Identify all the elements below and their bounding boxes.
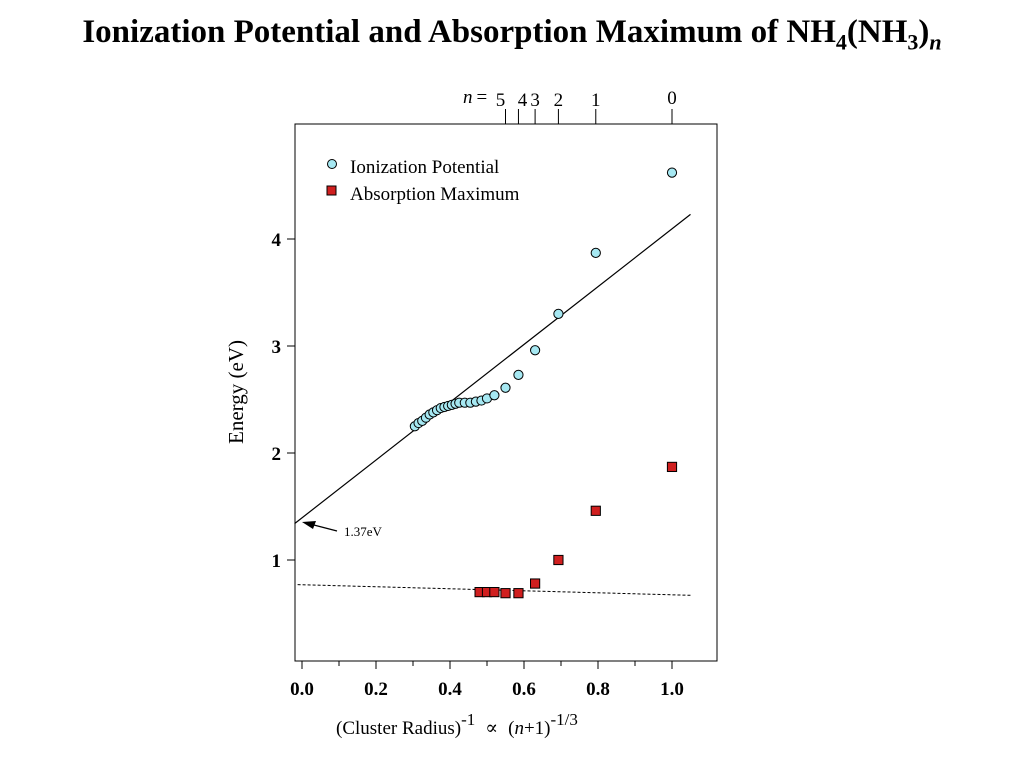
top-tick-label-n-5: 5 bbox=[496, 90, 506, 111]
annotation-arrowhead bbox=[302, 521, 316, 529]
top-tick-label-n-1: 1 bbox=[591, 90, 601, 111]
y-tick-label: 2 bbox=[272, 444, 282, 465]
top-tick-label-n-3: 3 bbox=[530, 90, 540, 111]
y-tick-label: 3 bbox=[272, 337, 282, 358]
fit-line bbox=[294, 213, 691, 525]
absorption-point bbox=[553, 554, 564, 566]
title-mid: (NH bbox=[846, 14, 908, 50]
y-tick-label: 1 bbox=[272, 551, 282, 572]
y-tick-label: 4 bbox=[272, 230, 282, 251]
x-axis-label-main: (Cluster Radius) bbox=[336, 718, 461, 739]
chart-title: Ionization Potential and Absorption Maxi… bbox=[0, 14, 1024, 56]
top-tick-label-n-2: 2 bbox=[554, 90, 564, 111]
title-sub-4: 4 bbox=[835, 29, 847, 55]
x-tick-label: 1.0 bbox=[660, 679, 684, 700]
ionization-point bbox=[590, 247, 601, 259]
x-axis-label: (Cluster Radius)-1 ∝ (n+1)-1/3 bbox=[336, 710, 578, 739]
annotation: 1.37eV bbox=[302, 521, 383, 539]
title-main: Ionization Potential and Absorption Maxi… bbox=[82, 14, 836, 50]
title-close: ) bbox=[918, 14, 930, 50]
title-sub-n: n bbox=[929, 29, 942, 55]
annotation-arrow-line bbox=[309, 523, 338, 532]
ionization-point bbox=[513, 369, 524, 380]
absorption-point bbox=[530, 578, 541, 589]
legend-marker-absorption bbox=[326, 185, 337, 196]
x-tick-label: 0.0 bbox=[290, 679, 314, 700]
legend: Ionization Potential Absorption Maximum bbox=[326, 157, 520, 205]
ionization-point bbox=[553, 308, 564, 319]
ionization-point bbox=[489, 390, 500, 401]
legend-marker-ionization bbox=[327, 159, 337, 169]
x-tick-label: 0.4 bbox=[438, 679, 462, 700]
y-axis-label: Energy (eV) bbox=[224, 340, 248, 444]
x-tick-label: 0.6 bbox=[512, 679, 536, 700]
top-tick-label-n-0: 0 bbox=[667, 88, 677, 109]
x-tick-label: 0.8 bbox=[586, 679, 610, 700]
x-axis-label-exp: -1 bbox=[461, 710, 475, 729]
absorption-point bbox=[500, 588, 511, 599]
annotation-label: 1.37eV bbox=[344, 524, 383, 539]
x-axis-label-exp2: -1/3 bbox=[550, 710, 577, 729]
x-axis-label-n: n bbox=[514, 718, 524, 739]
absorption-point bbox=[666, 461, 678, 473]
x-axis-label-paren: ( bbox=[508, 718, 514, 739]
legend-label-ionization: Ionization Potential bbox=[350, 157, 499, 178]
ionization-point bbox=[666, 167, 678, 178]
top-tick-label-n-4: 4 bbox=[518, 90, 528, 111]
top-axis-prefix-eq: = bbox=[477, 87, 488, 108]
absorption-point bbox=[513, 588, 524, 599]
legend-label-absorption: Absorption Maximum bbox=[350, 184, 520, 205]
ionization-point bbox=[530, 345, 541, 356]
x-tick-label: 0.2 bbox=[364, 679, 388, 700]
top-axis-prefix: n = bbox=[463, 87, 487, 108]
marks-layer bbox=[409, 167, 678, 599]
x-axis-label-plus: +1) bbox=[524, 718, 551, 739]
absorption-point bbox=[590, 505, 601, 516]
x-axis-label-prop: ∝ bbox=[485, 718, 498, 739]
ionization-point bbox=[500, 382, 511, 393]
axis-layer: 0.0 0.2 0.4 0.6 0.8 1.0 1 2 3 4 bbox=[272, 230, 684, 700]
absorption-point bbox=[489, 587, 500, 598]
top-axis-prefix-n: n bbox=[463, 87, 473, 108]
title-sub-3: 3 bbox=[907, 29, 919, 55]
